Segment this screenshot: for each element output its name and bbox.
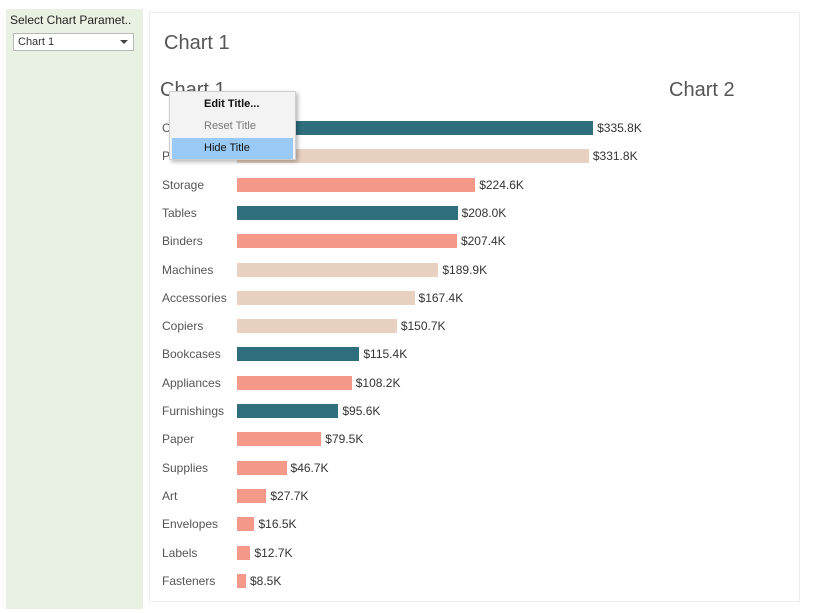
dashboard-title[interactable]: Chart 1 <box>164 32 230 54</box>
chart2-sheet-title[interactable]: Chart 2 <box>669 79 735 101</box>
bar-supplies[interactable] <box>237 460 287 475</box>
value-label: $46.7K <box>290 460 329 475</box>
bar-phones[interactable] <box>237 149 589 164</box>
menu-item-reset-title: Reset Title <box>204 120 256 132</box>
bar-storage[interactable] <box>237 177 476 192</box>
bar-art[interactable] <box>237 489 267 504</box>
bar-labels[interactable] <box>237 545 251 560</box>
bar-chairs[interactable] <box>237 121 594 135</box>
bar-binders[interactable] <box>237 234 457 249</box>
category-label: Storage <box>162 177 205 192</box>
value-label: $79.5K <box>325 432 364 447</box>
bar-accessories[interactable] <box>237 290 415 305</box>
value-label: $16.5K <box>258 517 297 532</box>
value-label: $208.0K <box>461 205 507 220</box>
category-label: Paper <box>162 432 195 447</box>
value-label: $331.8K <box>592 149 638 164</box>
value-label: $12.7K <box>254 545 293 560</box>
chart-parameter-dropdown[interactable]: Chart 1 <box>13 33 134 51</box>
parameter-panel: Select Chart Paramet.. Chart 1 <box>6 9 143 609</box>
category-label: Furnishings <box>162 404 225 419</box>
category-label: Supplies <box>162 460 209 475</box>
value-label: $27.7K <box>270 489 309 504</box>
category-label: Fasteners <box>162 573 216 588</box>
bar-furnishings[interactable] <box>237 404 339 419</box>
title-context-menu: Edit Title... Reset Title Hide Title <box>169 91 296 160</box>
value-label: $115.4K <box>363 347 408 362</box>
category-label: Machines <box>162 262 214 277</box>
category-label: Envelopes <box>162 517 219 532</box>
value-label: $167.4K <box>418 290 464 305</box>
bar-fasteners[interactable] <box>237 573 246 588</box>
value-label: $207.4K <box>460 234 506 249</box>
menu-item-hide-title[interactable]: Hide Title <box>172 138 293 159</box>
category-label: Appliances <box>162 375 221 390</box>
value-label: $150.7K <box>400 319 446 334</box>
category-label: Tables <box>162 205 197 220</box>
value-label: $95.6K <box>342 404 381 419</box>
category-label: Binders <box>162 234 203 249</box>
category-label: Copiers <box>162 319 204 334</box>
value-label: $8.5K <box>250 573 282 588</box>
value-label: $224.6K <box>479 177 524 192</box>
bar-envelopes[interactable] <box>237 517 255 532</box>
category-label: Bookcases <box>162 347 221 362</box>
category-label: Labels <box>162 545 198 560</box>
bar-machines[interactable] <box>237 262 439 277</box>
value-label: $108.2K <box>355 375 401 390</box>
bar-bookcases[interactable] <box>237 347 360 362</box>
bar-appliances[interactable] <box>237 375 352 390</box>
value-label: $335.8K <box>597 121 642 135</box>
category-label: Art <box>162 489 178 504</box>
dropdown-selected-value: Chart 1 <box>18 36 55 48</box>
parameter-title: Select Chart Paramet.. <box>10 13 132 27</box>
bar-tables[interactable] <box>237 205 458 220</box>
bar-copiers[interactable] <box>237 319 397 334</box>
menu-item-edit-title[interactable]: Edit Title... <box>204 98 260 110</box>
value-label: $189.9K <box>442 262 488 277</box>
category-label: Accessories <box>162 290 227 305</box>
bar-paper[interactable] <box>237 432 322 447</box>
chevron-down-icon[interactable] <box>115 34 133 50</box>
